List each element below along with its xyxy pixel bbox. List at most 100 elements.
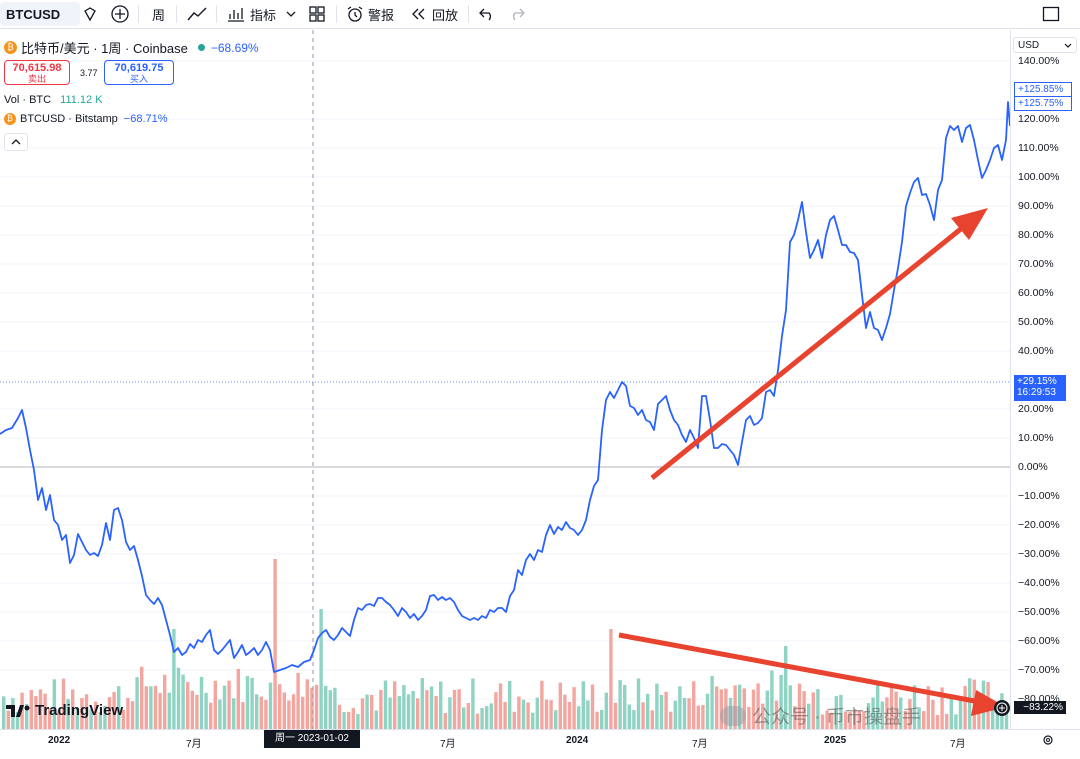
down-trend-arrow (618, 632, 1006, 716)
buy-label: 买入 (129, 74, 148, 84)
volume-bar (374, 710, 378, 729)
volume-bar (498, 683, 503, 729)
indicators-button[interactable]: 指标 (226, 0, 276, 28)
volume-bar (71, 689, 75, 729)
volume-bar (650, 710, 654, 729)
symbol-search[interactable]: BTCUSD (0, 2, 80, 26)
volume-bar (843, 711, 848, 729)
tradingview-logo[interactable]: TradingView (6, 702, 123, 719)
volume-bar (434, 695, 438, 729)
volume-bar (862, 711, 866, 729)
volume-bar (406, 694, 411, 729)
volume-bar (259, 696, 263, 729)
volume-bar (659, 694, 664, 729)
time-axis-tick: 7月 (950, 739, 966, 750)
volume-bar (425, 690, 429, 729)
volume-bar (84, 694, 89, 729)
volume-bar (255, 694, 259, 729)
price-axis-tick: 90.00% (1018, 200, 1054, 212)
volume-bar (535, 697, 539, 729)
volume-bar (807, 703, 811, 729)
compare-add-icon[interactable] (110, 0, 130, 28)
volume-bar (664, 691, 668, 729)
main-series-legend[interactable]: ₿ 比特币/美元 · 1周 · Coinbase −68.69% (4, 38, 259, 57)
alert-button[interactable]: 警报 (346, 0, 394, 28)
buy-button[interactable]: 70,619.75 买入 (104, 60, 174, 85)
price-axis-tick: −70.00% (1018, 664, 1060, 676)
volume-bar (176, 667, 181, 729)
volume-bar (503, 701, 507, 729)
volume-bar (218, 699, 222, 729)
market-status-dot (197, 44, 205, 51)
volume-bar (710, 676, 714, 729)
favorite-icon[interactable] (82, 0, 98, 28)
volume-bar (319, 609, 323, 729)
volume-bar (687, 698, 691, 729)
volume-bar (784, 646, 788, 729)
chart-type-icon[interactable] (186, 0, 208, 28)
volume-bar (682, 697, 687, 729)
volume-bar (636, 678, 641, 729)
volume-bar (199, 676, 204, 729)
volume-bar (880, 701, 884, 729)
price-axis-tick: 60.00% (1018, 287, 1054, 299)
volume-bar (34, 696, 38, 729)
price-axis-tick: 50.00% (1018, 316, 1054, 328)
volume-bar (600, 709, 604, 729)
volume-bar (236, 668, 240, 729)
fullscreen-icon[interactable] (1042, 0, 1060, 28)
volume-bar (103, 705, 107, 729)
current-price-badge: +29.15% 16:29:53 (1014, 375, 1066, 401)
undo-icon[interactable] (478, 0, 496, 28)
volume-bar (397, 696, 401, 729)
main-series-change: −68.69% (210, 40, 259, 55)
volume-bar (825, 710, 829, 729)
collapse-legend-button[interactable] (4, 133, 28, 151)
volume-bar (526, 702, 530, 729)
replay-button[interactable]: 回放 (410, 0, 458, 28)
volume-bar (121, 709, 125, 729)
compare-legend[interactable]: ₿ BTCUSD · Bitstamp −68.71% (4, 113, 168, 125)
volume-bar (894, 691, 898, 729)
up-trend-arrow (650, 208, 988, 480)
price-axis-tick: 20.00% (1018, 403, 1054, 415)
currency-selector[interactable]: USD (1013, 37, 1077, 53)
volume-bar (347, 711, 351, 729)
sell-button[interactable]: 70,615.98 卖出 (4, 60, 70, 85)
volume-bar (241, 702, 245, 729)
tv-logo-icon (6, 704, 30, 717)
add-marker-icon[interactable] (994, 700, 1010, 716)
volume-bar (158, 692, 162, 729)
layout-grid-icon[interactable] (308, 0, 326, 28)
volume-bar (144, 686, 148, 729)
volume-bar (701, 705, 705, 729)
volume-bar (135, 677, 139, 729)
volume-bar (388, 697, 392, 729)
volume-bar (25, 704, 29, 729)
volume-bar (853, 709, 857, 729)
volume-bar (931, 699, 935, 729)
volume-bar (328, 690, 332, 729)
redo-icon[interactable] (508, 0, 526, 28)
volume-bar (857, 710, 861, 729)
chevron-down-icon[interactable] (286, 0, 296, 28)
volume-bar (747, 706, 751, 729)
volume-bar (609, 629, 613, 729)
interval-button[interactable]: 周 (152, 7, 166, 23)
price-axis-tick: −30.00% (1018, 548, 1060, 560)
volume-bar (411, 690, 415, 729)
volume-bar (935, 714, 940, 729)
compare-title: BTCUSD · Bitstamp (20, 113, 118, 125)
settings-gear-icon[interactable] (1042, 733, 1054, 751)
volume-legend[interactable]: Vol · BTC 111.12 K (4, 94, 103, 106)
volume-bar (949, 698, 953, 729)
volume-bar (222, 685, 227, 729)
watermark-text: 公众号 · 币市操盘手 (752, 707, 921, 728)
volume-bar (66, 699, 70, 729)
volume-bar (209, 702, 213, 729)
time-axis-tick: 7月 (440, 739, 456, 750)
volume-label: Vol · BTC (4, 94, 52, 106)
volume-bar (613, 702, 618, 729)
volume-bar (126, 697, 130, 729)
chart-canvas[interactable] (0, 30, 1010, 730)
